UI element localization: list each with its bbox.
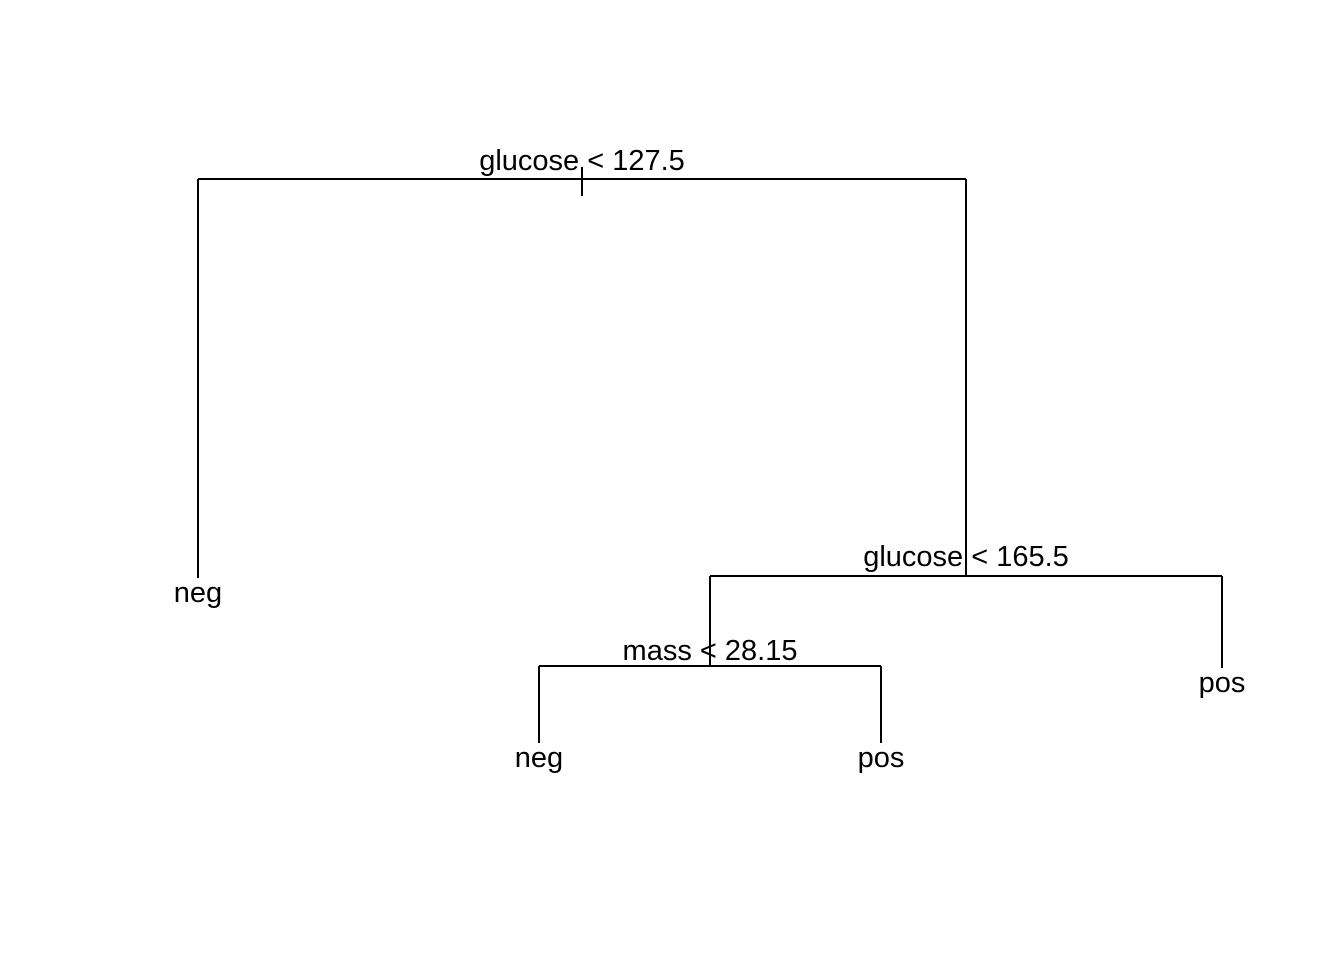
root-split-edges <box>197 167 967 578</box>
right-left-split-label: mass < 28.15 <box>623 635 798 667</box>
leaf-right-left-left-label: neg <box>515 742 563 774</box>
leaf-right-right-label: pos <box>1199 667 1246 699</box>
leaf-right-left-right-label: pos <box>858 742 905 774</box>
leaf-left-label: neg <box>174 577 222 609</box>
root-split-label: glucose < 127.5 <box>479 145 685 177</box>
right-split-edges <box>709 575 1223 668</box>
right-split-label: glucose < 165.5 <box>863 541 1069 573</box>
right-left-split-edges <box>538 665 882 743</box>
